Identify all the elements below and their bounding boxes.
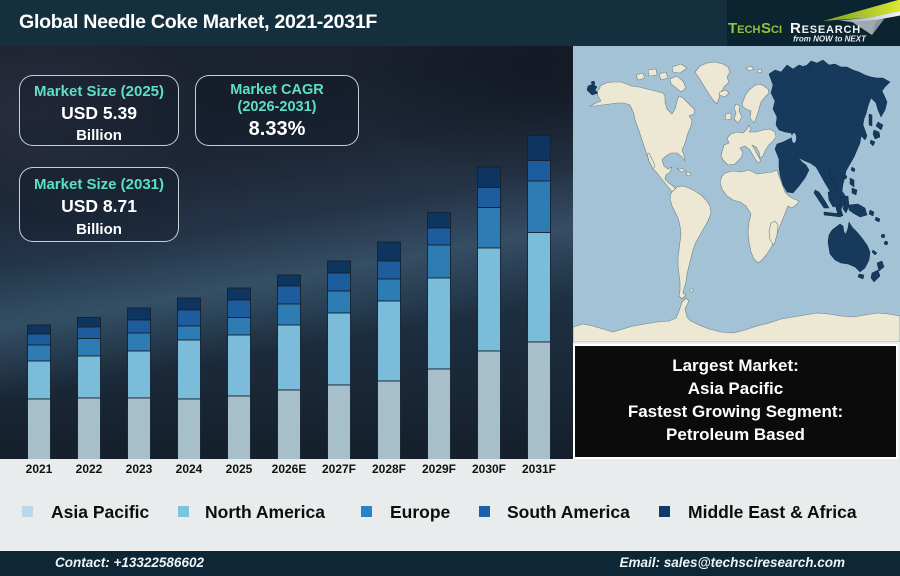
- svg-text:from NOW to NEXT: from NOW to NEXT: [793, 35, 867, 44]
- svg-text:Tech: Tech: [728, 20, 760, 37]
- svg-text:Research: Research: [790, 20, 861, 37]
- svg-text:Sci: Sci: [761, 20, 782, 37]
